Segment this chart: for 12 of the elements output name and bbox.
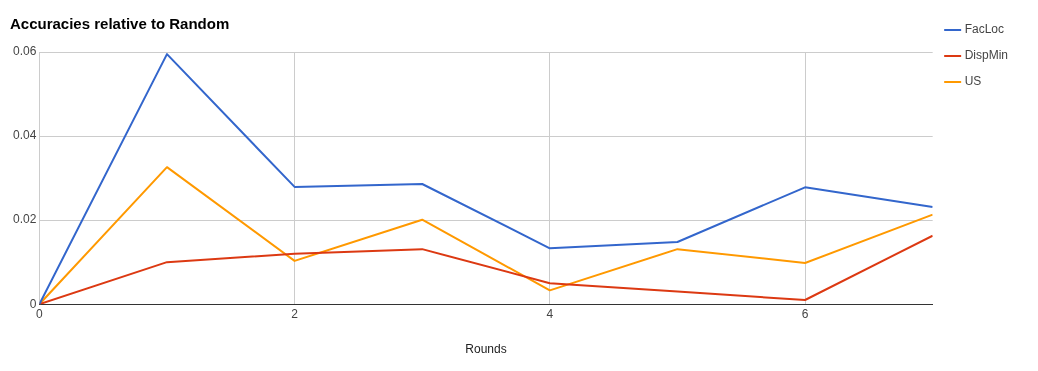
legend-label: FacLoc	[964, 22, 1005, 37]
x-tick-label: 6	[801, 306, 809, 321]
y-tick-label: 0	[29, 296, 37, 311]
y-tick-label: 0.02	[13, 212, 37, 227]
x-tick-label: 2	[291, 306, 299, 321]
legend-label: US	[964, 74, 982, 89]
legend-label: DispMin	[964, 48, 1008, 63]
chart-title: Accuracies relative to Random	[10, 15, 230, 33]
x-axis-title: Rounds	[465, 342, 507, 357]
y-tick-label: 0.06	[13, 44, 37, 59]
y-tick-label: 0.04	[13, 128, 37, 143]
x-tick-label: 4	[546, 306, 554, 321]
